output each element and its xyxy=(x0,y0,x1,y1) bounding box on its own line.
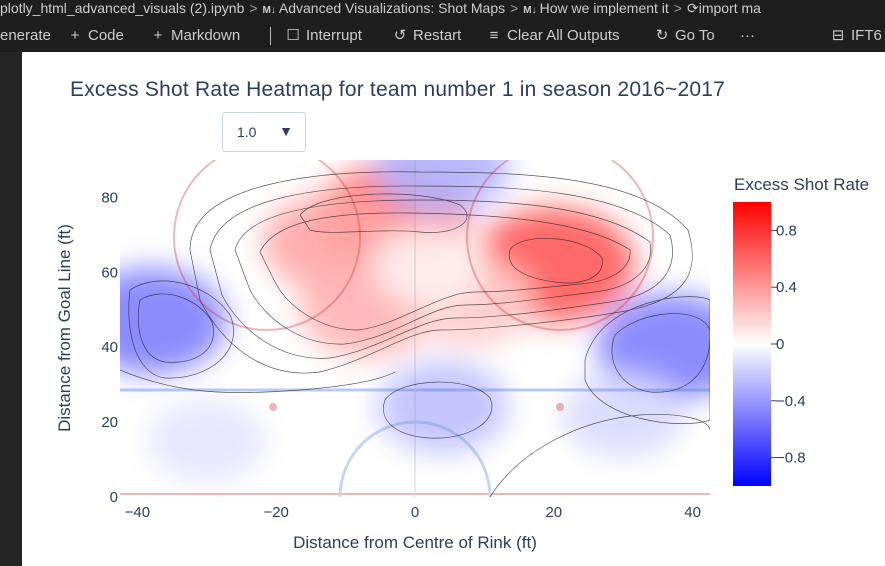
x-axis-ticks: −40 −20 0 20 40 xyxy=(125,504,701,521)
caret-down-icon: ▼ xyxy=(279,123,293,139)
x-axis-label: Distance from Centre of Rink (ft) xyxy=(293,533,537,552)
clear-outputs-label: Clear All Outputs xyxy=(507,27,620,44)
heat-blobs xyxy=(120,160,710,482)
add-code-button[interactable]: + Code xyxy=(68,26,124,46)
plus-icon: + xyxy=(70,27,80,44)
colorbar-tick-label: −0.8 xyxy=(776,450,806,467)
markdown-icon: M↓ xyxy=(523,5,537,16)
colorbar-tick-label: 0.8 xyxy=(776,222,797,239)
restart-label: Restart xyxy=(413,27,462,44)
interrupt-button[interactable]: ☐ Interrupt xyxy=(286,26,362,46)
restart-icon: ↺ xyxy=(393,27,407,44)
clear-outputs-icon: ≡ xyxy=(489,27,499,44)
generate-label: enerate xyxy=(0,27,51,44)
cell-gutter xyxy=(0,52,22,566)
toolbar-divider xyxy=(270,27,271,45)
heat-cell xyxy=(147,399,266,482)
y-axis-ticks: 0 20 40 60 80 xyxy=(101,189,118,506)
contour-line xyxy=(489,414,710,497)
contour-line xyxy=(120,369,396,393)
heat-cell xyxy=(377,361,508,453)
interrupt-label: Interrupt xyxy=(306,27,362,44)
breadcrumb-section-implement[interactable]: How we implement it xyxy=(539,0,669,16)
contour-line xyxy=(128,280,234,379)
stop-square-icon: ☐ xyxy=(286,27,300,44)
colorbar-tick-label: 0 xyxy=(776,336,784,353)
x-tick-label: −40 xyxy=(125,504,150,521)
markdown-label: Markdown xyxy=(171,27,241,44)
kernel-icon: ⊟ xyxy=(831,27,845,44)
restart-button[interactable]: ↺ Restart xyxy=(393,26,462,46)
faceoff-circle-left xyxy=(173,160,361,331)
faceoff-dot xyxy=(269,403,277,411)
x-tick-label: 20 xyxy=(545,504,562,521)
heat-cell xyxy=(371,225,486,305)
more-label: ··· xyxy=(740,27,755,44)
colorbar-tick-label: 0.4 xyxy=(776,279,797,296)
chevron-right-icon: > xyxy=(673,0,682,16)
notebook-toolbar: enerate + Code + Markdown ☐ Interrupt ↺ Rest… xyxy=(0,18,885,52)
contour-line xyxy=(189,171,693,374)
goto-button[interactable]: ↻ Go To xyxy=(655,26,715,46)
y-tick-label: 0 xyxy=(110,489,118,506)
chart-title: Excess Shot Rate Heatmap for team number… xyxy=(70,78,726,101)
chevron-right-icon: > xyxy=(510,0,519,16)
plus-icon: + xyxy=(153,27,163,44)
goto-label: Go To xyxy=(675,27,715,44)
y-tick-label: 40 xyxy=(101,339,118,356)
kernel-label: IFT6 xyxy=(851,27,882,44)
contour-line xyxy=(137,293,214,363)
season-dropdown[interactable]: 1.0 ▼ xyxy=(222,112,306,152)
y-axis-label: Distance from Goal Line (ft) xyxy=(55,224,74,432)
colorbar-tick-label: −0.4 xyxy=(776,393,806,410)
clear-outputs-button[interactable]: ≡ Clear All Outputs xyxy=(487,26,620,46)
plot-area xyxy=(120,160,710,497)
faceoff-dot xyxy=(556,403,564,411)
y-tick-label: 20 xyxy=(101,414,118,431)
add-markdown-button[interactable]: + Markdown xyxy=(151,26,241,46)
rink-markings xyxy=(120,160,710,497)
markdown-icon: M↓ xyxy=(262,5,276,16)
heat-cell xyxy=(562,372,685,458)
contour-line xyxy=(584,296,710,424)
contour-line xyxy=(299,193,468,233)
code-cell-icon: ⟳ xyxy=(686,0,699,16)
colorbar-title: Excess Shot Rate xyxy=(734,175,869,194)
y-tick-label: 80 xyxy=(101,189,118,206)
generate-button[interactable]: enerate xyxy=(0,26,51,46)
contour-line xyxy=(209,185,673,359)
breadcrumb: plotly_html_advanced_visuals (2).ipynb > M… xyxy=(0,0,885,18)
breadcrumb-section-shot-maps[interactable]: Advanced Visualizations: Shot Maps xyxy=(278,0,506,16)
contour-line xyxy=(259,212,631,331)
code-label: Code xyxy=(88,27,124,44)
contour-line xyxy=(234,199,651,345)
kernel-picker[interactable]: ⊟ IFT6 xyxy=(831,26,882,46)
contour-line xyxy=(611,313,710,393)
chevron-right-icon: > xyxy=(249,0,258,16)
colorbar-ticks: 0.8 0.4 0 −0.4 −0.8 xyxy=(771,222,806,467)
x-tick-label: 0 xyxy=(411,504,419,521)
sync-icon: ↻ xyxy=(655,27,669,44)
contour-line xyxy=(383,381,493,439)
heat-cell xyxy=(120,268,227,374)
y-tick-label: 60 xyxy=(101,264,118,281)
breadcrumb-file[interactable]: plotly_html_advanced_visuals (2).ipynb xyxy=(0,0,245,16)
crease-arc xyxy=(338,420,492,497)
breadcrumb-section-import[interactable]: import ma xyxy=(698,0,761,16)
dropdown-value: 1.0 xyxy=(237,124,257,140)
contour-line xyxy=(508,238,603,284)
colorbar xyxy=(733,202,771,486)
x-tick-label: 40 xyxy=(684,504,701,521)
faceoff-circle-right xyxy=(466,160,654,331)
contour-lines xyxy=(120,171,710,497)
more-actions-button[interactable]: ··· xyxy=(740,26,755,46)
x-tick-label: −20 xyxy=(263,504,288,521)
